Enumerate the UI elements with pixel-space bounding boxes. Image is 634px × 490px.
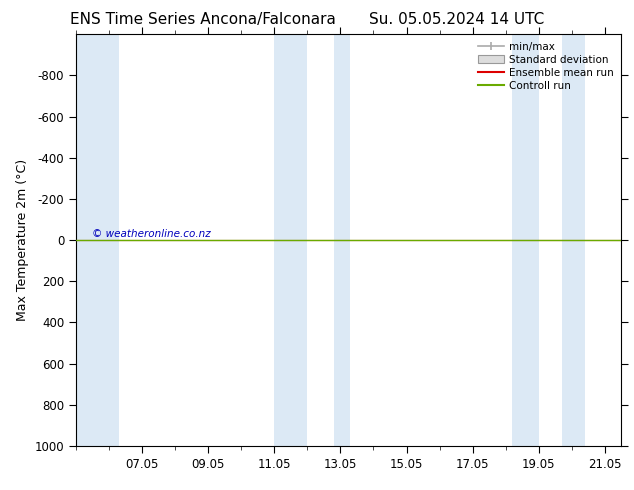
Bar (76, 34, 119, 446)
Y-axis label: Max Temperature 2m (°C): Max Temperature 2m (°C) (16, 159, 29, 321)
Bar (275, 34, 307, 446)
Bar (512, 34, 539, 446)
Bar (562, 34, 585, 446)
Text: © weatheronline.co.nz: © weatheronline.co.nz (93, 229, 211, 239)
Bar (334, 34, 351, 446)
Legend: min/max, Standard deviation, Ensemble mean run, Controll run: min/max, Standard deviation, Ensemble me… (474, 37, 618, 95)
Text: ENS Time Series Ancona/Falconara: ENS Time Series Ancona/Falconara (70, 12, 336, 27)
Text: Su. 05.05.2024 14 UTC: Su. 05.05.2024 14 UTC (369, 12, 544, 27)
